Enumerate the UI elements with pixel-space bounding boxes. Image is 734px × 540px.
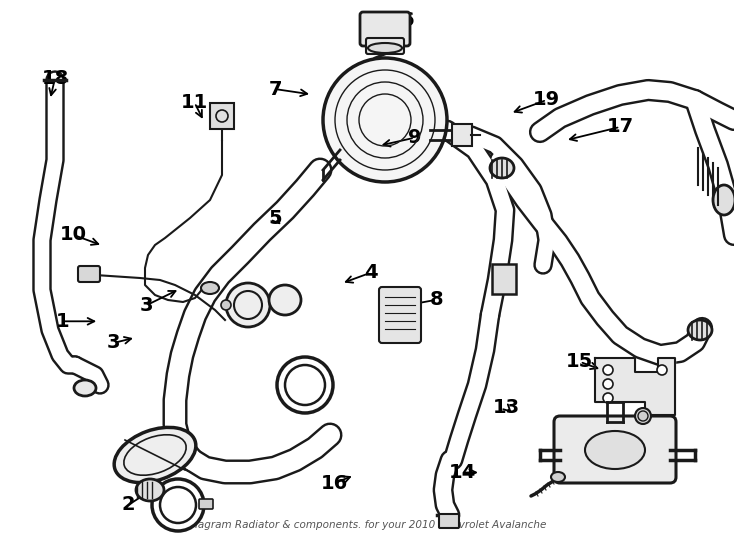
FancyBboxPatch shape — [78, 266, 100, 282]
FancyBboxPatch shape — [360, 12, 410, 46]
FancyBboxPatch shape — [210, 103, 234, 129]
FancyBboxPatch shape — [379, 287, 421, 343]
Text: 3: 3 — [107, 333, 120, 353]
FancyBboxPatch shape — [199, 499, 213, 509]
Circle shape — [221, 300, 231, 310]
FancyBboxPatch shape — [366, 38, 404, 54]
Text: 2: 2 — [122, 495, 135, 515]
Circle shape — [226, 283, 270, 327]
Ellipse shape — [713, 185, 734, 215]
Circle shape — [603, 393, 613, 403]
Text: 17: 17 — [607, 117, 633, 137]
Text: 19: 19 — [534, 90, 560, 110]
Ellipse shape — [269, 285, 301, 315]
Ellipse shape — [115, 427, 196, 483]
Circle shape — [603, 365, 613, 375]
Text: 14: 14 — [448, 463, 476, 482]
Ellipse shape — [551, 472, 565, 482]
Text: 7: 7 — [269, 79, 282, 99]
Text: 5: 5 — [269, 209, 282, 228]
Circle shape — [603, 379, 613, 389]
Text: Diagram Radiator & components. for your 2010 Chevrolet Avalanche: Diagram Radiator & components. for your … — [187, 520, 547, 530]
Text: 12: 12 — [628, 430, 656, 450]
Text: 10: 10 — [60, 225, 87, 245]
Text: 11: 11 — [181, 93, 208, 112]
Text: 15: 15 — [566, 352, 594, 372]
Ellipse shape — [368, 43, 402, 53]
Text: 13: 13 — [493, 398, 520, 417]
Ellipse shape — [201, 282, 219, 294]
Ellipse shape — [688, 320, 712, 340]
Ellipse shape — [136, 479, 164, 501]
Ellipse shape — [490, 158, 514, 178]
Circle shape — [152, 479, 204, 531]
Text: 6: 6 — [401, 11, 414, 30]
FancyBboxPatch shape — [492, 264, 516, 294]
FancyBboxPatch shape — [452, 124, 472, 146]
FancyBboxPatch shape — [439, 514, 459, 528]
Circle shape — [323, 58, 447, 182]
Circle shape — [635, 408, 651, 424]
Polygon shape — [595, 358, 675, 415]
Text: 16: 16 — [320, 474, 348, 493]
FancyBboxPatch shape — [554, 416, 676, 483]
Circle shape — [277, 357, 333, 413]
Text: 4: 4 — [364, 263, 377, 282]
Text: 9: 9 — [408, 128, 421, 147]
Text: 3: 3 — [140, 295, 153, 315]
Ellipse shape — [74, 380, 96, 396]
Circle shape — [657, 365, 667, 375]
Text: 1: 1 — [56, 312, 69, 331]
Text: 8: 8 — [430, 290, 443, 309]
Ellipse shape — [585, 431, 645, 469]
Text: 18: 18 — [41, 69, 69, 88]
